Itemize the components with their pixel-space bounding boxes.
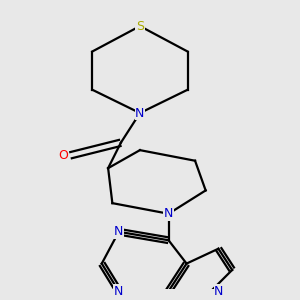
Text: O: O <box>59 149 68 162</box>
Text: N: N <box>114 285 123 298</box>
Text: N: N <box>164 207 173 220</box>
Text: N: N <box>114 225 123 238</box>
Text: N: N <box>214 285 224 298</box>
Text: S: S <box>136 20 144 33</box>
Text: N: N <box>135 106 145 119</box>
